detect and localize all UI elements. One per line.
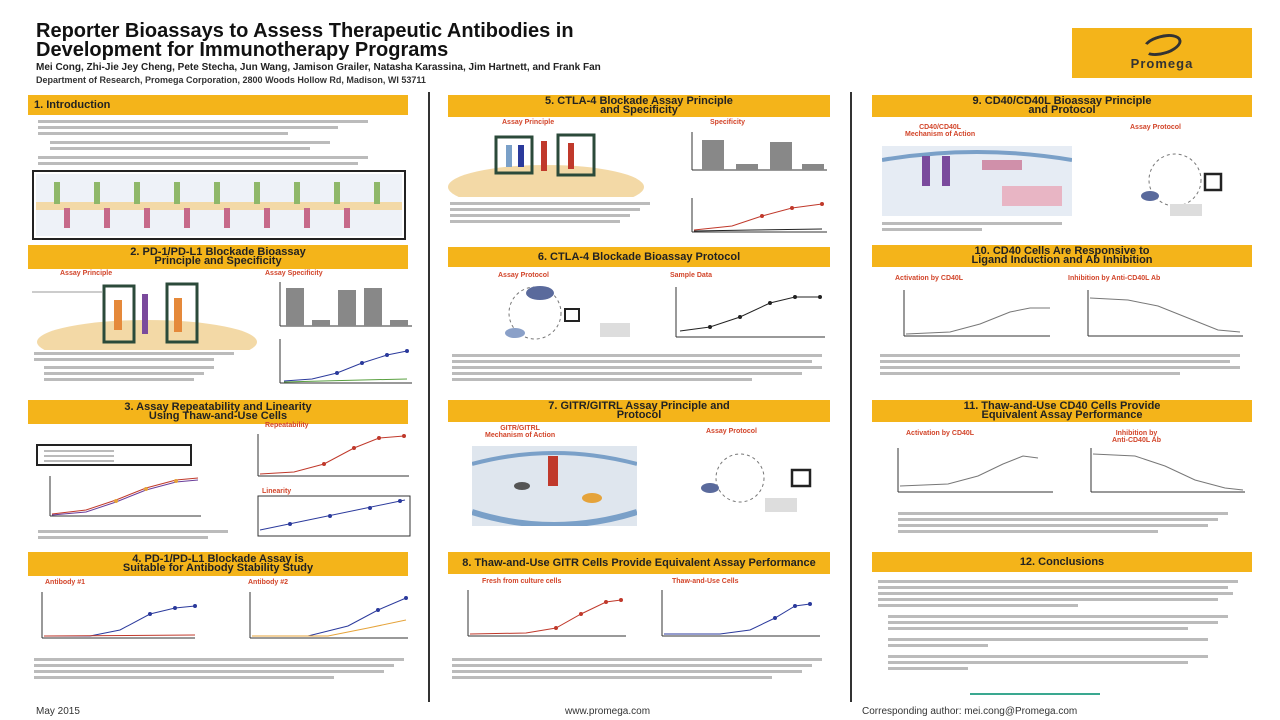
section-11-header: 11. Thaw-and-Use CD40 Cells Provide Equiv… — [872, 400, 1252, 422]
s2-principle-diagram — [32, 280, 262, 364]
s3-curve-chart — [36, 472, 206, 527]
footer-author[interactable]: Corresponding author: mei.cong@Promega.c… — [862, 706, 1078, 717]
s7-moa-diagram — [471, 446, 638, 531]
s8-fresh-chart — [456, 588, 631, 648]
s7-protocol-diagram — [680, 448, 830, 523]
s8-thaw-chart — [650, 588, 825, 648]
s11-text — [898, 512, 1238, 533]
s3-text — [38, 530, 238, 539]
s9-protocol-diagram — [1100, 148, 1250, 225]
s6-sample-data-label: Sample Data — [670, 272, 713, 279]
authors: Mei Cong, Zhi-Jie Jey Cheng, Pete Stecha… — [36, 62, 601, 73]
s4-antibody1-label: Antibody #1 — [45, 579, 86, 586]
s11-activation-chart — [878, 446, 1058, 503]
s3-linearity-chart — [250, 494, 415, 545]
s11-inhibition-chart — [1075, 446, 1250, 503]
s3-repeatability-chart — [244, 430, 414, 487]
section-9-header: 9. CD40/CD40L Bioassay Principle and Prot… — [872, 95, 1252, 117]
s7-gitr-moa-label: GITR/GITRL Mechanism of Action — [485, 425, 556, 439]
section-2-header: 2. PD-1/PD-L1 Blockade Bioassay Principle… — [28, 245, 408, 269]
title-line-1: Reporter Bioassays to Assess Therapeutic… — [36, 20, 574, 42]
section-8-header: 8. Thaw-and-Use GITR Cells Provide Equiv… — [448, 552, 830, 574]
section-3-header: 3. Assay Repeatability and Linearity Usin… — [28, 400, 408, 424]
section-6-header: 6. CTLA-4 Blockade Bioassay Protocol — [448, 247, 830, 267]
s6-assay-protocol-label: Assay Protocol — [498, 272, 549, 279]
s5-dose-response-chart — [672, 196, 832, 243]
s10-text — [880, 354, 1250, 375]
title-line-2: Development for Immunotherapy Programs — [36, 39, 449, 61]
s2-specificity-bar-chart — [262, 278, 422, 338]
s6-text — [452, 354, 832, 381]
s4-antibody2-label: Antibody #2 — [248, 579, 289, 586]
s8-thaw-label: Thaw-and-Use Cells — [672, 578, 739, 585]
section-5-header: 5. CTLA-4 Blockade Assay Principle and Sp… — [448, 95, 830, 117]
s9-cd40-moa-label: CD40/CD40L Mechanism of Action — [905, 124, 976, 138]
s5-assay-principle-label: Assay Principle — [502, 119, 555, 126]
s9-assay-protocol-label: Assay Protocol — [1130, 124, 1181, 131]
s10-inhibition-chart — [1068, 288, 1248, 348]
section-4-header: 4. PD-1/PD-L1 Blockade Assay is Suitable … — [28, 552, 408, 576]
s3-linearity-label: Linearity — [262, 488, 292, 495]
section-1-header: 1. Introduction — [28, 95, 408, 115]
s3-repeatability-label: Repeatability — [265, 422, 309, 429]
s10-activation-label: Activation by CD40L — [895, 275, 964, 282]
s6-sample-data-chart — [660, 283, 830, 348]
s3-legend-box — [36, 444, 192, 466]
s11-activation-label: Activation by CD40L — [906, 430, 975, 437]
s4-antibody2-chart — [238, 590, 413, 650]
footer-date: May 2015 — [36, 706, 80, 717]
s10-inhibition-label: Inhibition by Anti-CD40L Ab — [1068, 275, 1161, 282]
intro-figure — [32, 170, 406, 240]
s10-activation-chart — [880, 288, 1055, 348]
s2-assay-specificity-label: Assay Specificity — [265, 270, 323, 277]
s5-specificity-bar-chart — [672, 128, 832, 181]
logo-text: Promega — [1130, 56, 1194, 71]
footer-url[interactable]: www.promega.com — [565, 706, 651, 717]
s4-antibody1-chart — [30, 590, 200, 650]
s6-protocol-diagram — [455, 283, 645, 353]
column-divider-1 — [428, 92, 430, 702]
s2-dose-response-chart — [262, 335, 422, 395]
s4-text — [34, 658, 414, 679]
s8-text — [452, 658, 832, 679]
intro-text — [38, 120, 398, 165]
s2-assay-principle-label: Assay Principle — [60, 270, 113, 277]
s7-assay-protocol-label: Assay Protocol — [706, 428, 757, 435]
s2-text — [34, 352, 254, 384]
s5-text — [450, 202, 660, 223]
s12-divider-line — [970, 693, 1100, 695]
section-7-header: 7. GITR/GITRL Assay Principle and Protoco… — [448, 400, 830, 422]
s9-text — [882, 222, 1082, 231]
promega-logo: Promega — [1072, 28, 1252, 78]
section-12-header: 12. Conclusions — [872, 552, 1252, 572]
section-10-header: 10. CD40 Cells Are Responsive to Ligand I… — [872, 245, 1252, 267]
column-divider-2 — [850, 92, 852, 702]
s5-principle-diagram — [446, 127, 646, 209]
s8-fresh-label: Fresh from culture cells — [482, 578, 562, 585]
poster-title: Reporter Bioassays to Assess Therapeutic… — [36, 20, 1036, 61]
s11-inhibition-label: Inhibition by Anti-CD40L Ab — [1112, 430, 1161, 444]
s9-moa-diagram — [881, 146, 1073, 221]
s5-specificity-label: Specificity — [710, 119, 746, 126]
s12-text — [878, 580, 1248, 678]
department: Department of Research, Promega Corporat… — [36, 75, 426, 85]
